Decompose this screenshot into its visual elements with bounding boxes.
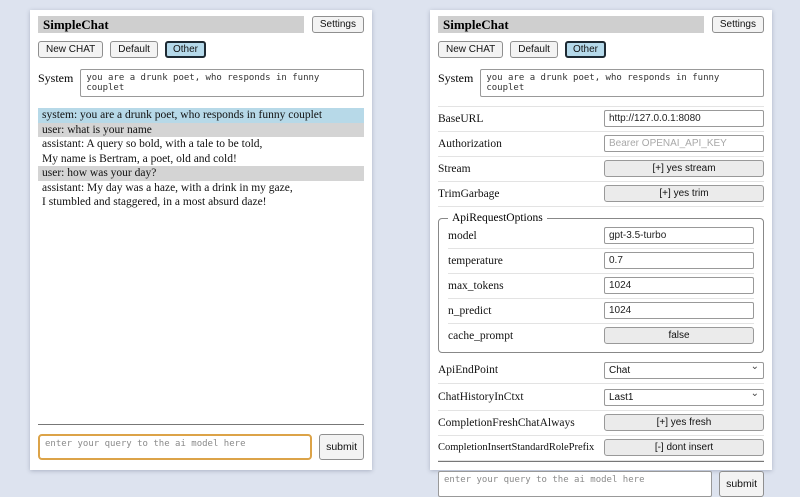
chat-panel: SimpleChat Settings New CHAT Default Oth… (30, 10, 372, 470)
baseurl-input[interactable] (604, 110, 764, 127)
submit-button[interactable]: submit (319, 434, 364, 460)
max-tokens-label: max_tokens (448, 279, 504, 292)
trimgarbage-toggle-button[interactable]: [+] yes trim (604, 185, 764, 202)
system-label: System (38, 71, 74, 85)
chat-message-assistant: assistant: My day was a haze, with a dri… (42, 181, 293, 209)
tab-default[interactable]: Default (510, 41, 558, 58)
baseurl-label: BaseURL (438, 112, 484, 125)
chat-history-select-wrap: Last1 ⌄ (604, 387, 764, 406)
tab-default[interactable]: Default (110, 41, 158, 58)
submit-button[interactable]: submit (719, 471, 764, 497)
stream-label: Stream (438, 162, 471, 175)
chat-toolbar: New CHAT Default Other (438, 41, 764, 58)
setting-row-temperature: temperature (448, 249, 754, 274)
n-predict-input[interactable] (604, 302, 754, 319)
setting-row-authorization: Authorization (438, 132, 764, 157)
model-input[interactable] (604, 227, 754, 244)
query-row: submit (38, 434, 364, 460)
new-chat-button[interactable]: New CHAT (38, 41, 104, 58)
header: SimpleChat Settings (38, 16, 364, 33)
api-request-options-legend: ApiRequestOptions (452, 212, 543, 224)
settings-button[interactable]: Settings (711, 16, 764, 33)
system-prompt-input[interactable]: you are a drunk poet, who responds in fu… (80, 69, 364, 97)
setting-row-trimgarbage: TrimGarbage [+] yes trim (438, 182, 764, 207)
setting-row-max-tokens: max_tokens (448, 274, 754, 299)
chat-message-list: system: you are a drunk poet, who respon… (38, 108, 364, 210)
completion-fresh-toggle-button[interactable]: [+] yes fresh (604, 414, 764, 431)
settings-button[interactable]: Settings (311, 16, 364, 33)
completion-prefix-toggle-button[interactable]: [-] dont insert (604, 439, 764, 456)
completion-prefix-label: CompletionInsertStandardRolePrefix (438, 442, 595, 453)
tab-other[interactable]: Other (564, 41, 606, 58)
footer-divider (38, 424, 364, 425)
cache-prompt-label: cache_prompt (448, 329, 514, 342)
setting-row-api-endpoint: ApiEndPoint Chat ⌄ (438, 357, 764, 384)
chat-message-user: user: what is your name (38, 122, 364, 137)
api-endpoint-label: ApiEndPoint (438, 363, 499, 376)
footer-divider (438, 461, 764, 462)
temperature-input[interactable] (604, 252, 754, 269)
api-request-options-fieldset: ApiRequestOptions model temperature max_… (438, 212, 764, 353)
setting-row-baseurl: BaseURL (438, 106, 764, 132)
settings-panel: SimpleChat Settings New CHAT Default Oth… (430, 10, 772, 497)
authorization-input[interactable] (604, 135, 764, 152)
new-chat-button[interactable]: New CHAT (438, 41, 504, 58)
trimgarbage-label: TrimGarbage (438, 187, 500, 200)
app-title: SimpleChat (38, 16, 304, 33)
completion-fresh-label: CompletionFreshChatAlways (438, 416, 575, 429)
query-row: submit (438, 471, 764, 497)
system-label: System (438, 71, 474, 85)
temperature-label: temperature (448, 254, 503, 267)
system-prompt-input[interactable]: you are a drunk poet, who responds in fu… (480, 69, 764, 97)
spacer (38, 210, 364, 425)
setting-row-completion-prefix: CompletionInsertStandardRolePrefix [-] d… (438, 436, 764, 461)
setting-row-n-predict: n_predict (448, 299, 754, 324)
tab-other[interactable]: Other (164, 41, 206, 58)
chat-message-assistant: assistant: A query so bold, with a tale … (42, 138, 263, 165)
stream-toggle-button[interactable]: [+] yes stream (604, 160, 764, 177)
api-endpoint-select-wrap: Chat ⌄ (604, 360, 764, 379)
system-prompt-row: System you are a drunk poet, who respond… (438, 69, 764, 97)
setting-row-completion-fresh: CompletionFreshChatAlways [+] yes fresh (438, 411, 764, 436)
app-title: SimpleChat (438, 16, 704, 33)
chat-message-system: system: you are a drunk poet, who respon… (38, 108, 364, 123)
system-prompt-row: System you are a drunk poet, who respond… (38, 69, 364, 97)
model-label: model (448, 229, 477, 242)
header: SimpleChat Settings (438, 16, 764, 33)
chat-history-select[interactable]: Last1 (604, 389, 764, 406)
query-input[interactable] (438, 471, 713, 497)
authorization-label: Authorization (438, 137, 502, 150)
n-predict-label: n_predict (448, 304, 492, 317)
page: SimpleChat Settings New CHAT Default Oth… (30, 10, 772, 497)
chat-history-label: ChatHistoryInCtxt (438, 390, 524, 403)
setting-row-model: model (448, 224, 754, 249)
setting-row-stream: Stream [+] yes stream (438, 157, 764, 182)
setting-row-chat-history: ChatHistoryInCtxt Last1 ⌄ (438, 384, 764, 411)
max-tokens-input[interactable] (604, 277, 754, 294)
chat-message-user: user: how was your day? (38, 166, 364, 181)
cache-prompt-toggle-button[interactable]: false (604, 327, 754, 344)
api-endpoint-select[interactable]: Chat (604, 362, 764, 379)
query-input[interactable] (38, 434, 313, 460)
chat-toolbar: New CHAT Default Other (38, 41, 364, 58)
setting-row-cache-prompt: cache_prompt false (448, 324, 754, 348)
settings-form: BaseURL Authorization Stream [+] yes str… (438, 106, 764, 461)
